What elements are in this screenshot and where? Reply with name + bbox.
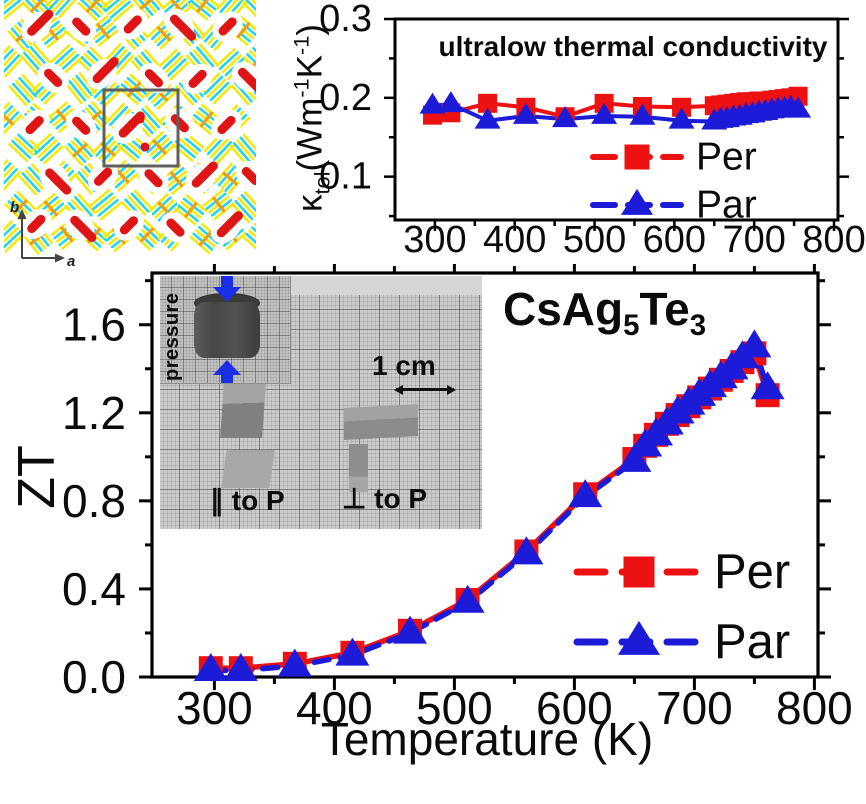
y-tick-label: 0.8 xyxy=(62,475,126,527)
x-tick-label: 400 xyxy=(483,219,546,261)
crystal-axes: b a xyxy=(10,199,75,270)
y-tick-label: 0.2 xyxy=(319,77,372,119)
zt-chart: 300 400 500 600 700 800 0.0 0.4 0.8 1.2 1.6 Per Par xyxy=(62,264,853,734)
y-tick-label: 0.4 xyxy=(62,563,126,615)
sample-bar-long xyxy=(344,404,418,440)
kappa-y-axis-label: κtol(Wm-1K-1) xyxy=(288,24,335,212)
sample-photo: pressure 1 cm ∥ to P ⊥ to P xyxy=(160,276,482,529)
pressure-arrow-up-shaft xyxy=(221,374,233,383)
x-tick-label: 800 xyxy=(802,219,865,261)
y-tick-label: 1.6 xyxy=(62,299,126,351)
kappa-chart-title: ultralow thermal conductivity xyxy=(438,31,828,62)
axis-a-label: a xyxy=(67,253,75,270)
y-tick-label: 0.3 xyxy=(319,0,372,40)
pressure-arrow-down-icon xyxy=(213,287,241,302)
kappa-chart: 300 400 500 600 700 800 0.1 0.2 0.3 Per Par xyxy=(319,0,866,261)
x-tick-label: 800 xyxy=(776,682,853,734)
zt-y-axis-label: ZT xyxy=(8,445,66,509)
legend-label: Per xyxy=(714,545,790,599)
pressure-arrow-up-icon xyxy=(213,360,241,375)
x-tick-label: 400 xyxy=(296,682,373,734)
axis-a-arrowhead xyxy=(55,253,65,263)
chart-graphics: 300 400 500 600 700 800 0.1 0.2 0.3 Per Par xyxy=(319,0,866,261)
crystal-pattern xyxy=(4,0,256,255)
kappa-symbol: κ xyxy=(290,194,330,212)
sample-bar-small xyxy=(349,444,368,492)
scale-arrow-icon xyxy=(394,384,456,395)
zt-x-axis-label: Temperature (K) xyxy=(320,713,654,765)
chart-graphics: 300 400 500 600 700 800 0.0 0.4 0.8 1.2 1.6 Per Par xyxy=(62,264,853,734)
x-tick-label: 300 xyxy=(403,219,466,261)
y-tick-label: 0.0 xyxy=(62,651,126,703)
pressure-label: pressure xyxy=(161,292,183,382)
x-tick-label: 700 xyxy=(722,219,785,261)
kappa-subscript: tol xyxy=(309,171,335,195)
y-tick-label: 1.2 xyxy=(62,387,126,439)
x-tick-label: 700 xyxy=(656,682,733,734)
crystal-structure-panel: b a xyxy=(4,0,256,270)
pressure-arrow-down-shaft xyxy=(221,276,233,287)
x-tick-label: 300 xyxy=(176,682,253,734)
parallel-to-p-label: ∥ to P xyxy=(210,485,285,516)
y-tick-label: 0.1 xyxy=(319,156,372,198)
perpendicular-to-p-label: ⊥ to P xyxy=(342,483,428,514)
pellet-inset: pressure xyxy=(160,276,291,384)
compound-formula-label: CsAg5Te3 xyxy=(503,283,707,343)
x-tick-label: 600 xyxy=(536,682,613,734)
x-tick-label: 500 xyxy=(563,219,626,261)
photo-background-edge xyxy=(290,276,482,295)
axis-b-arrowhead xyxy=(17,209,27,219)
scale-label: 1 cm xyxy=(372,350,436,381)
legend-label: Per xyxy=(696,136,757,179)
legend-label: Par xyxy=(696,184,757,227)
x-tick-label: 500 xyxy=(416,682,493,734)
sample-block-flat xyxy=(221,450,275,488)
legend-label: Par xyxy=(714,615,790,669)
x-tick-label: 600 xyxy=(643,219,706,261)
axis-b-label: b xyxy=(10,199,19,216)
sample-block-standing xyxy=(220,384,266,438)
pellet-cylinder xyxy=(194,302,260,358)
